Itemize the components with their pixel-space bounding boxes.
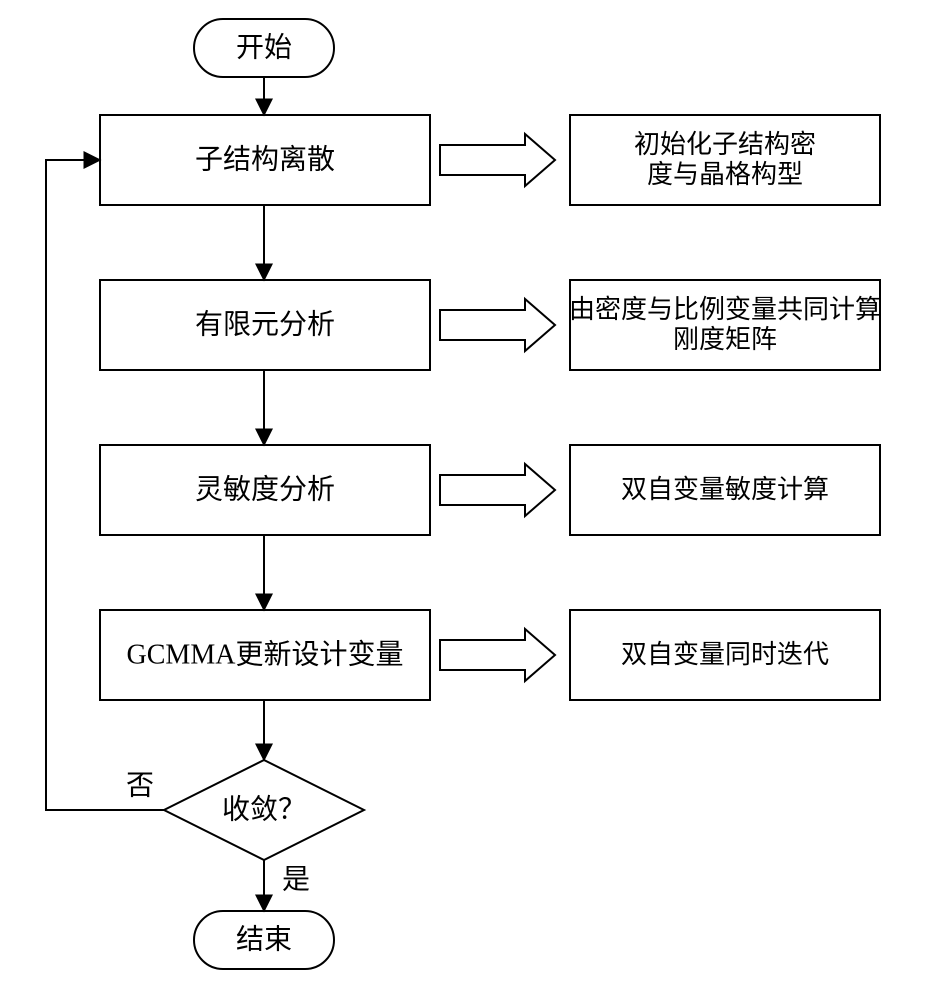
label-no: 否 xyxy=(126,770,154,801)
text-label: 开始 xyxy=(236,31,292,63)
text-label: 子结构离散 xyxy=(195,143,335,175)
connector-arrow-c4 xyxy=(440,629,555,681)
text-label: 刚度矩阵 xyxy=(673,325,777,354)
text-label: GCMMA更新设计变量 xyxy=(127,638,404,670)
text-label: 双自变量敏度计算 xyxy=(621,475,829,504)
text-label: 度与晶格构型 xyxy=(647,160,803,189)
text-label: 结束 xyxy=(236,923,292,955)
text-label: 收敛？ xyxy=(222,793,306,825)
text-label: 双自变量同时迭代 xyxy=(621,640,829,669)
text-label: 灵敏度分析 xyxy=(195,473,335,505)
flowchart-canvas: 开始结束 子结构离散有限元分析灵敏度分析 GCMMA更新设计变量 初始化子结构密度与晶… xyxy=(0,0,931,1000)
label-yes: 是 xyxy=(282,864,310,895)
connector-arrow-c3 xyxy=(440,464,555,516)
connector-arrow-c1 xyxy=(440,134,555,186)
text-label: 初始化子结构密 xyxy=(634,130,816,159)
text-label: 有限元分析 xyxy=(195,308,335,340)
text-label: 由密度与比例变量共同计算 xyxy=(569,295,881,324)
connector-arrow-c2 xyxy=(440,299,555,351)
